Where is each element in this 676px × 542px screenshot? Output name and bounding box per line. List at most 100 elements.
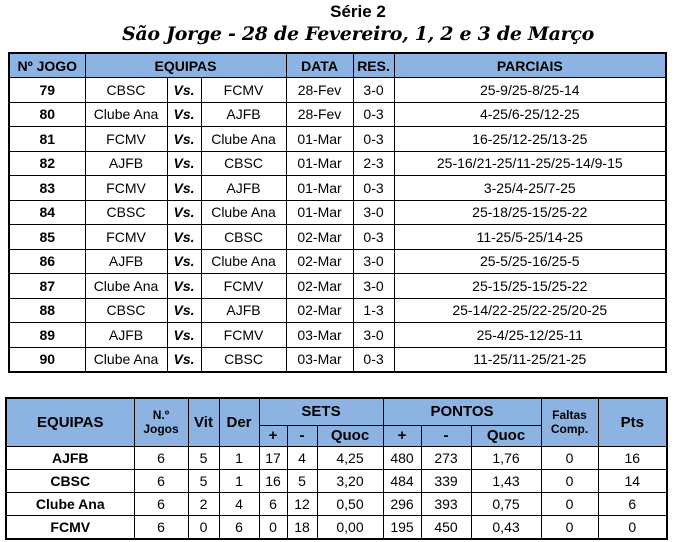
losses: 6 xyxy=(218,514,260,539)
away-team: AJFB xyxy=(200,297,287,323)
wins: 2 xyxy=(187,491,220,516)
away-team: AJFB xyxy=(200,101,287,127)
header-vit: Vit xyxy=(187,397,220,447)
vs-label: Vs. xyxy=(166,273,202,299)
header-pontos: PONTOS xyxy=(382,397,542,426)
game-number: 90 xyxy=(8,346,86,373)
set-scores: 25-16/21-25/11-25/25-14/9-15 xyxy=(393,150,667,176)
game-date: 03-Mar xyxy=(285,322,354,348)
home-team: Clube Ana xyxy=(84,346,168,373)
total-points: 6 xyxy=(597,491,668,516)
game-date: 28-Fev xyxy=(285,77,354,103)
away-team: CBSC xyxy=(200,150,287,176)
header-pontos-plus: + xyxy=(382,424,422,447)
game-result: 0-3 xyxy=(352,126,395,152)
losses: 1 xyxy=(218,445,260,470)
vs-label: Vs. xyxy=(166,248,202,274)
game-result: 1-3 xyxy=(352,297,395,323)
game-date: 02-Mar xyxy=(285,273,354,299)
team-name: AJFB xyxy=(5,445,135,470)
game-date: 03-Mar xyxy=(285,346,354,373)
points-lost: 393 xyxy=(420,491,472,516)
game-number: 83 xyxy=(8,175,86,201)
game-number: 80 xyxy=(8,101,86,127)
game-number: 84 xyxy=(8,199,86,225)
points-won: 484 xyxy=(382,468,422,493)
away-team: CBSC xyxy=(200,346,287,373)
set-scores: 4-25/6-25/12-25 xyxy=(393,101,667,127)
vs-label: Vs. xyxy=(166,224,202,250)
home-team: Clube Ana xyxy=(84,101,168,127)
sets-won: 0 xyxy=(258,514,288,539)
table-row: Clube Ana 6 2 4 6 12 0,50 296 393 0,75 0 6 xyxy=(5,491,668,516)
table-row: 86 AJFB Vs. Clube Ana 02-Mar 3-0 25-5/25-16/25… xyxy=(8,248,667,274)
game-date: 28-Fev xyxy=(285,101,354,127)
series-title: Série 2 xyxy=(330,2,386,21)
vs-label: Vs. xyxy=(166,175,202,201)
header-sets-minus: - xyxy=(286,424,318,447)
table-row: CBSC 6 5 1 16 5 3,20 484 339 1,43 0 14 xyxy=(5,468,668,493)
home-team: Clube Ana xyxy=(84,273,168,299)
total-points: 0 xyxy=(597,514,668,539)
game-number: 88 xyxy=(8,297,86,323)
home-team: CBSC xyxy=(84,77,168,103)
home-team: FCMV xyxy=(84,224,168,250)
game-result: 3-0 xyxy=(352,273,395,299)
home-team: FCMV xyxy=(84,175,168,201)
points-lost: 339 xyxy=(420,468,472,493)
game-result: 3-0 xyxy=(352,199,395,225)
vs-label: Vs. xyxy=(166,322,202,348)
sets-quotient: 3,20 xyxy=(316,468,384,493)
forfeits: 0 xyxy=(540,491,599,516)
team-name: CBSC xyxy=(5,468,135,493)
games-played: 6 xyxy=(133,514,189,539)
standings-table: EQUIPAS N.º Jogos Vit Der SETS PONTOS Fa… xyxy=(5,397,668,540)
game-number: 82 xyxy=(8,150,86,176)
vs-label: Vs. xyxy=(166,101,202,127)
home-team: AJFB xyxy=(84,322,168,348)
points-quotient: 0,75 xyxy=(470,491,542,516)
header-pontos-quoc: Quoc xyxy=(470,424,542,447)
sets-lost: 18 xyxy=(286,514,318,539)
set-scores: 25-15/25-15/25-22 xyxy=(393,273,667,299)
points-quotient: 1,76 xyxy=(470,445,542,470)
game-result: 0-3 xyxy=(352,346,395,373)
team-name: FCMV xyxy=(5,514,135,539)
set-scores: 25-18/25-15/25-22 xyxy=(393,199,667,225)
game-date: 02-Mar xyxy=(285,224,354,250)
table-row: 83 FCMV Vs. AJFB 01-Mar 0-3 3-25/4-25/7-25 xyxy=(8,175,667,201)
away-team: FCMV xyxy=(200,322,287,348)
header-sets-plus: + xyxy=(258,424,288,447)
sets-won: 17 xyxy=(258,445,288,470)
losses: 1 xyxy=(218,468,260,493)
header-pts: Pts xyxy=(597,397,668,447)
vs-label: Vs. xyxy=(166,126,202,152)
sets-lost: 4 xyxy=(286,445,318,470)
sets-won: 6 xyxy=(258,491,288,516)
total-points: 14 xyxy=(597,468,668,493)
home-team: FCMV xyxy=(84,126,168,152)
games-table: Nº JOGO EQUIPAS DATA RES. PARCIAIS 79 CBS… xyxy=(8,52,667,373)
total-points: 16 xyxy=(597,445,668,470)
away-team: Clube Ana xyxy=(200,126,287,152)
points-quotient: 0,43 xyxy=(470,514,542,539)
series-subtitle: São Jorge - 28 de Fevereiro, 1, 2 e 3 de… xyxy=(121,23,595,45)
table-row: 80 Clube Ana Vs. AJFB 28-Fev 0-3 4-25/6-25/12-… xyxy=(8,101,667,127)
set-scores: 3-25/4-25/7-25 xyxy=(393,175,667,201)
sets-lost: 12 xyxy=(286,491,318,516)
set-scores: 25-9/25-8/25-14 xyxy=(393,77,667,103)
game-result: 3-0 xyxy=(352,248,395,274)
away-team: FCMV xyxy=(200,77,287,103)
game-date: 01-Mar xyxy=(285,150,354,176)
games-played: 6 xyxy=(133,468,189,493)
sets-lost: 5 xyxy=(286,468,318,493)
game-result: 2-3 xyxy=(352,150,395,176)
header-der: Der xyxy=(218,397,260,447)
header-res: RES. xyxy=(352,52,395,78)
table-row: 84 CBSC Vs. Clube Ana 01-Mar 3-0 25-18/25-15/2… xyxy=(8,199,667,225)
home-team: CBSC xyxy=(84,199,168,225)
vs-label: Vs. xyxy=(166,199,202,225)
game-date: 01-Mar xyxy=(285,199,354,225)
table-row: 82 AJFB Vs. CBSC 01-Mar 2-3 25-16/21-25/11-25/… xyxy=(8,150,667,176)
team-name: Clube Ana xyxy=(5,491,135,516)
